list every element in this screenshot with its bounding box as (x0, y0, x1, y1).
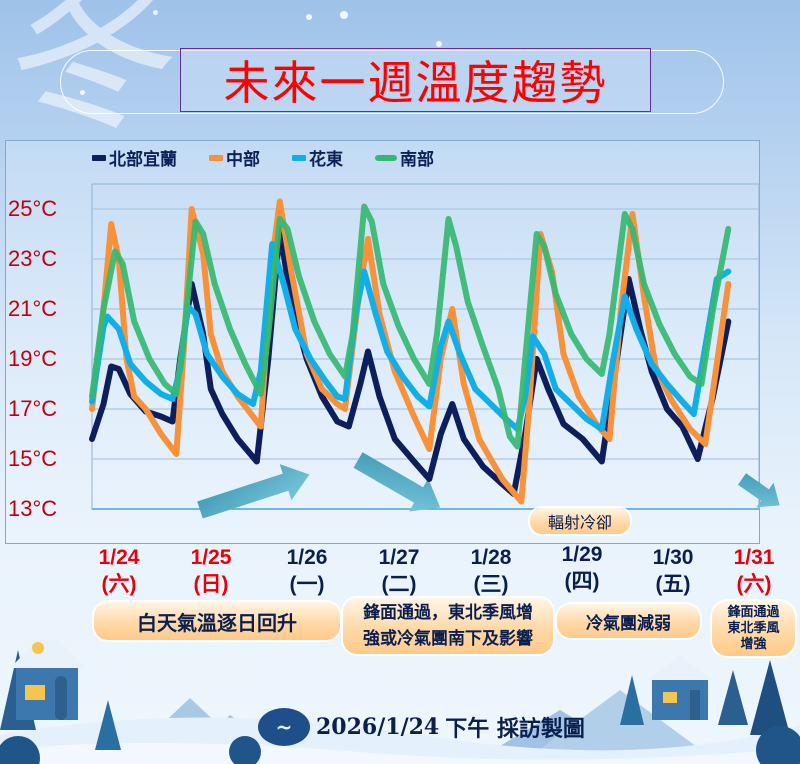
day-label-1-29: 1/29 (四) (547, 541, 617, 595)
day-label-1-30: 1/30 (五) (638, 544, 708, 598)
legend-label: 北部宜蘭 (109, 150, 177, 170)
trend-arrow-down-icon (737, 473, 780, 508)
day-date: 1/24 (98, 546, 140, 569)
y-tick-label: 15°C (8, 446, 58, 471)
y-tick-label: 19°C (8, 346, 58, 371)
y-tick-label: 21°C (8, 296, 58, 321)
title-box: 未來一週溫度趨勢 (180, 48, 651, 112)
tree-icon (620, 675, 644, 725)
house-icon (648, 655, 712, 720)
bush-icon (756, 726, 800, 764)
day-label-1-25: 1/25 (日) (176, 544, 246, 598)
snowflake (153, 10, 158, 15)
legend-label: 南部 (400, 150, 434, 170)
footer-text: 下午 採訪製圖 (445, 717, 585, 742)
y-tick-label: 17°C (8, 396, 58, 421)
cloud-logo-icon: ~ (258, 708, 310, 746)
legend-swatch (375, 154, 397, 161)
snowflake (436, 41, 442, 47)
note-text-line1: 鋒面通過，東北季風增 (363, 603, 533, 623)
tree-icon (750, 660, 790, 735)
day-weekday: (六) (736, 573, 772, 596)
bush-icon (0, 736, 40, 764)
day-date: 1/30 (652, 546, 694, 569)
winter-landscape-illustration (0, 640, 800, 764)
note-cold-mass-weakening: 冷氣團減弱 (557, 604, 700, 638)
legend-swatch (292, 154, 306, 161)
note-text-line1: 鋒面通過 (727, 604, 780, 620)
day-weekday: (一) (289, 573, 325, 596)
radiation-cooling-annotation: 輻射冷卻 (530, 508, 630, 534)
note-text-line2: 強或冷氣團南下及影響 (363, 629, 533, 649)
chart-series-lines (89, 198, 732, 505)
series-line-南部 (89, 203, 732, 450)
day-weekday: (六) (101, 573, 137, 596)
footer-date: 2026/1/24 (316, 714, 440, 740)
day-label-1-31: 1/31 (六) (719, 544, 789, 598)
note-text-line2: 東北季風 (727, 620, 780, 636)
day-weekday: (五) (655, 573, 691, 596)
legend-item-south: 南部 (375, 145, 434, 170)
legend-label: 花東 (309, 150, 343, 170)
day-weekday: (三) (473, 573, 509, 596)
note-text-line3: 增強 (740, 636, 767, 652)
day-date: 1/31 (733, 546, 775, 569)
note-front-monsoon: 鋒面通過 東北季風 增強 (712, 601, 795, 656)
day-weekday: (二) (381, 573, 417, 596)
trend-arrow-down-icon (353, 452, 441, 512)
legend-item-north: 北部宜蘭 (92, 145, 177, 170)
day-date: 1/27 (378, 546, 420, 569)
snowflake (340, 11, 348, 19)
y-tick-label: 25°C (8, 196, 58, 221)
y-tick-label: 23°C (8, 246, 58, 271)
note-text: 冷氣團減弱 (586, 613, 671, 634)
legend-item-central: 中部 (209, 145, 260, 170)
legend-item-east: 花東 (292, 145, 343, 170)
day-date: 1/28 (470, 546, 512, 569)
legend-swatch (209, 154, 223, 161)
snowflake (306, 14, 312, 20)
day-label-1-27: 1/27 (二) (364, 544, 434, 598)
note-daytime-warming: 白天氣溫逐日回升 (94, 602, 340, 640)
legend-swatch (92, 154, 106, 161)
trend-arrows (197, 452, 780, 519)
day-weekday: (四) (564, 570, 600, 593)
day-label-1-26: 1/26 (一) (272, 544, 342, 598)
note-text: 白天氣溫逐日回升 (137, 610, 297, 635)
page-title: 未來一週溫度趨勢 (223, 56, 608, 110)
house-icon (10, 640, 86, 720)
y-tick-label: 13°C (8, 496, 58, 521)
day-weekday: (日) (193, 573, 229, 596)
trend-arrow-up-icon (197, 464, 310, 519)
day-label-1-28: 1/28 (三) (456, 544, 526, 598)
legend-label: 中部 (226, 150, 260, 170)
day-date: 1/25 (190, 546, 232, 569)
day-date: 1/29 (561, 543, 603, 566)
footer-credit: ~ 2026/1/24 下午 採訪製圖 (258, 708, 585, 746)
series-line-中部 (89, 198, 732, 505)
day-date: 1/26 (286, 546, 328, 569)
day-label-1-24: 1/24 (六) (84, 544, 154, 598)
note-front-passing: 鋒面通過，東北季風增 強或冷氣團南下及影響 (343, 598, 553, 654)
tree-icon (718, 670, 748, 725)
bush-icon (229, 736, 261, 764)
chart-legend: 北部宜蘭 中部 花東 南部 (92, 145, 434, 170)
